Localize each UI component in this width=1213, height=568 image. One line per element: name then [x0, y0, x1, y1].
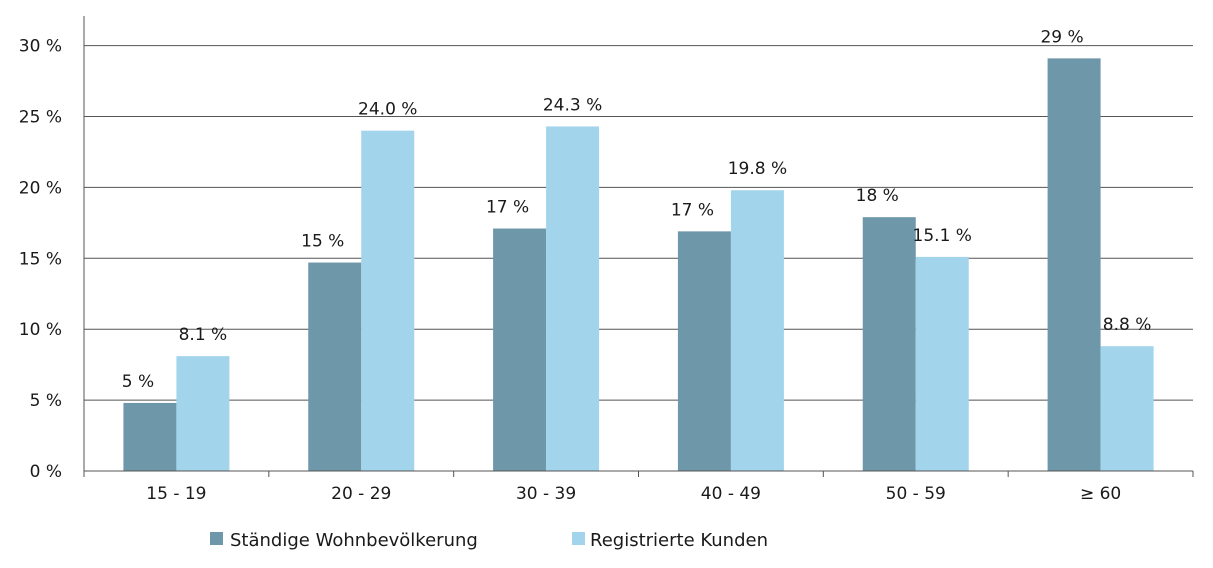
- bar-kunden: [176, 356, 230, 471]
- data-label: 8.1 %: [179, 325, 228, 345]
- data-label: 17 %: [671, 200, 714, 220]
- data-label: 24.0 %: [358, 100, 417, 120]
- category-label: ≥ 60: [1080, 484, 1121, 504]
- category-label: 50 - 59: [886, 484, 946, 504]
- bar-wohnbevoelkerung: [677, 231, 731, 471]
- data-label: 8.8 %: [1103, 315, 1152, 335]
- data-label: 15 %: [301, 232, 344, 252]
- category-label: 15 - 19: [146, 484, 206, 504]
- bar-wohnbevoelkerung: [493, 228, 547, 471]
- bar-kunden: [1100, 346, 1154, 471]
- bar-kunden: [546, 126, 600, 472]
- y-tick-label: 15 %: [19, 249, 62, 269]
- category-label: 20 - 29: [331, 484, 391, 504]
- y-tick-label: 0 %: [30, 462, 62, 482]
- legend-label: Ständige Wohnbevölkerung: [230, 530, 478, 551]
- bar-wohnbevoelkerung: [1047, 58, 1101, 471]
- y-tick-label: 5 %: [30, 391, 62, 411]
- legend-swatch: [210, 532, 223, 545]
- data-label: 15.1 %: [913, 226, 972, 246]
- legend-swatch: [572, 532, 585, 545]
- category-label: 40 - 49: [701, 484, 761, 504]
- bar-wohnbevoelkerung: [862, 217, 916, 471]
- legend-label: Registrierte Kunden: [590, 530, 768, 551]
- bar-kunden: [361, 130, 415, 471]
- category-label: 30 - 39: [516, 484, 576, 504]
- bar-kunden: [730, 190, 784, 471]
- bar-wohnbevoelkerung: [123, 402, 177, 471]
- data-label: 19.8 %: [728, 159, 787, 179]
- bar-kunden: [915, 256, 969, 471]
- y-tick-label: 25 %: [19, 108, 62, 128]
- data-label: 18 %: [856, 186, 899, 206]
- data-label: 24.3 %: [543, 95, 602, 115]
- data-label: 5 %: [122, 372, 154, 392]
- data-label: 29 %: [1040, 27, 1083, 47]
- bar-wohnbevoelkerung: [308, 262, 362, 471]
- y-tick-label: 10 %: [19, 320, 62, 340]
- y-tick-label: 20 %: [19, 178, 62, 198]
- data-label: 17 %: [486, 198, 529, 218]
- y-tick-label: 30 %: [19, 37, 62, 57]
